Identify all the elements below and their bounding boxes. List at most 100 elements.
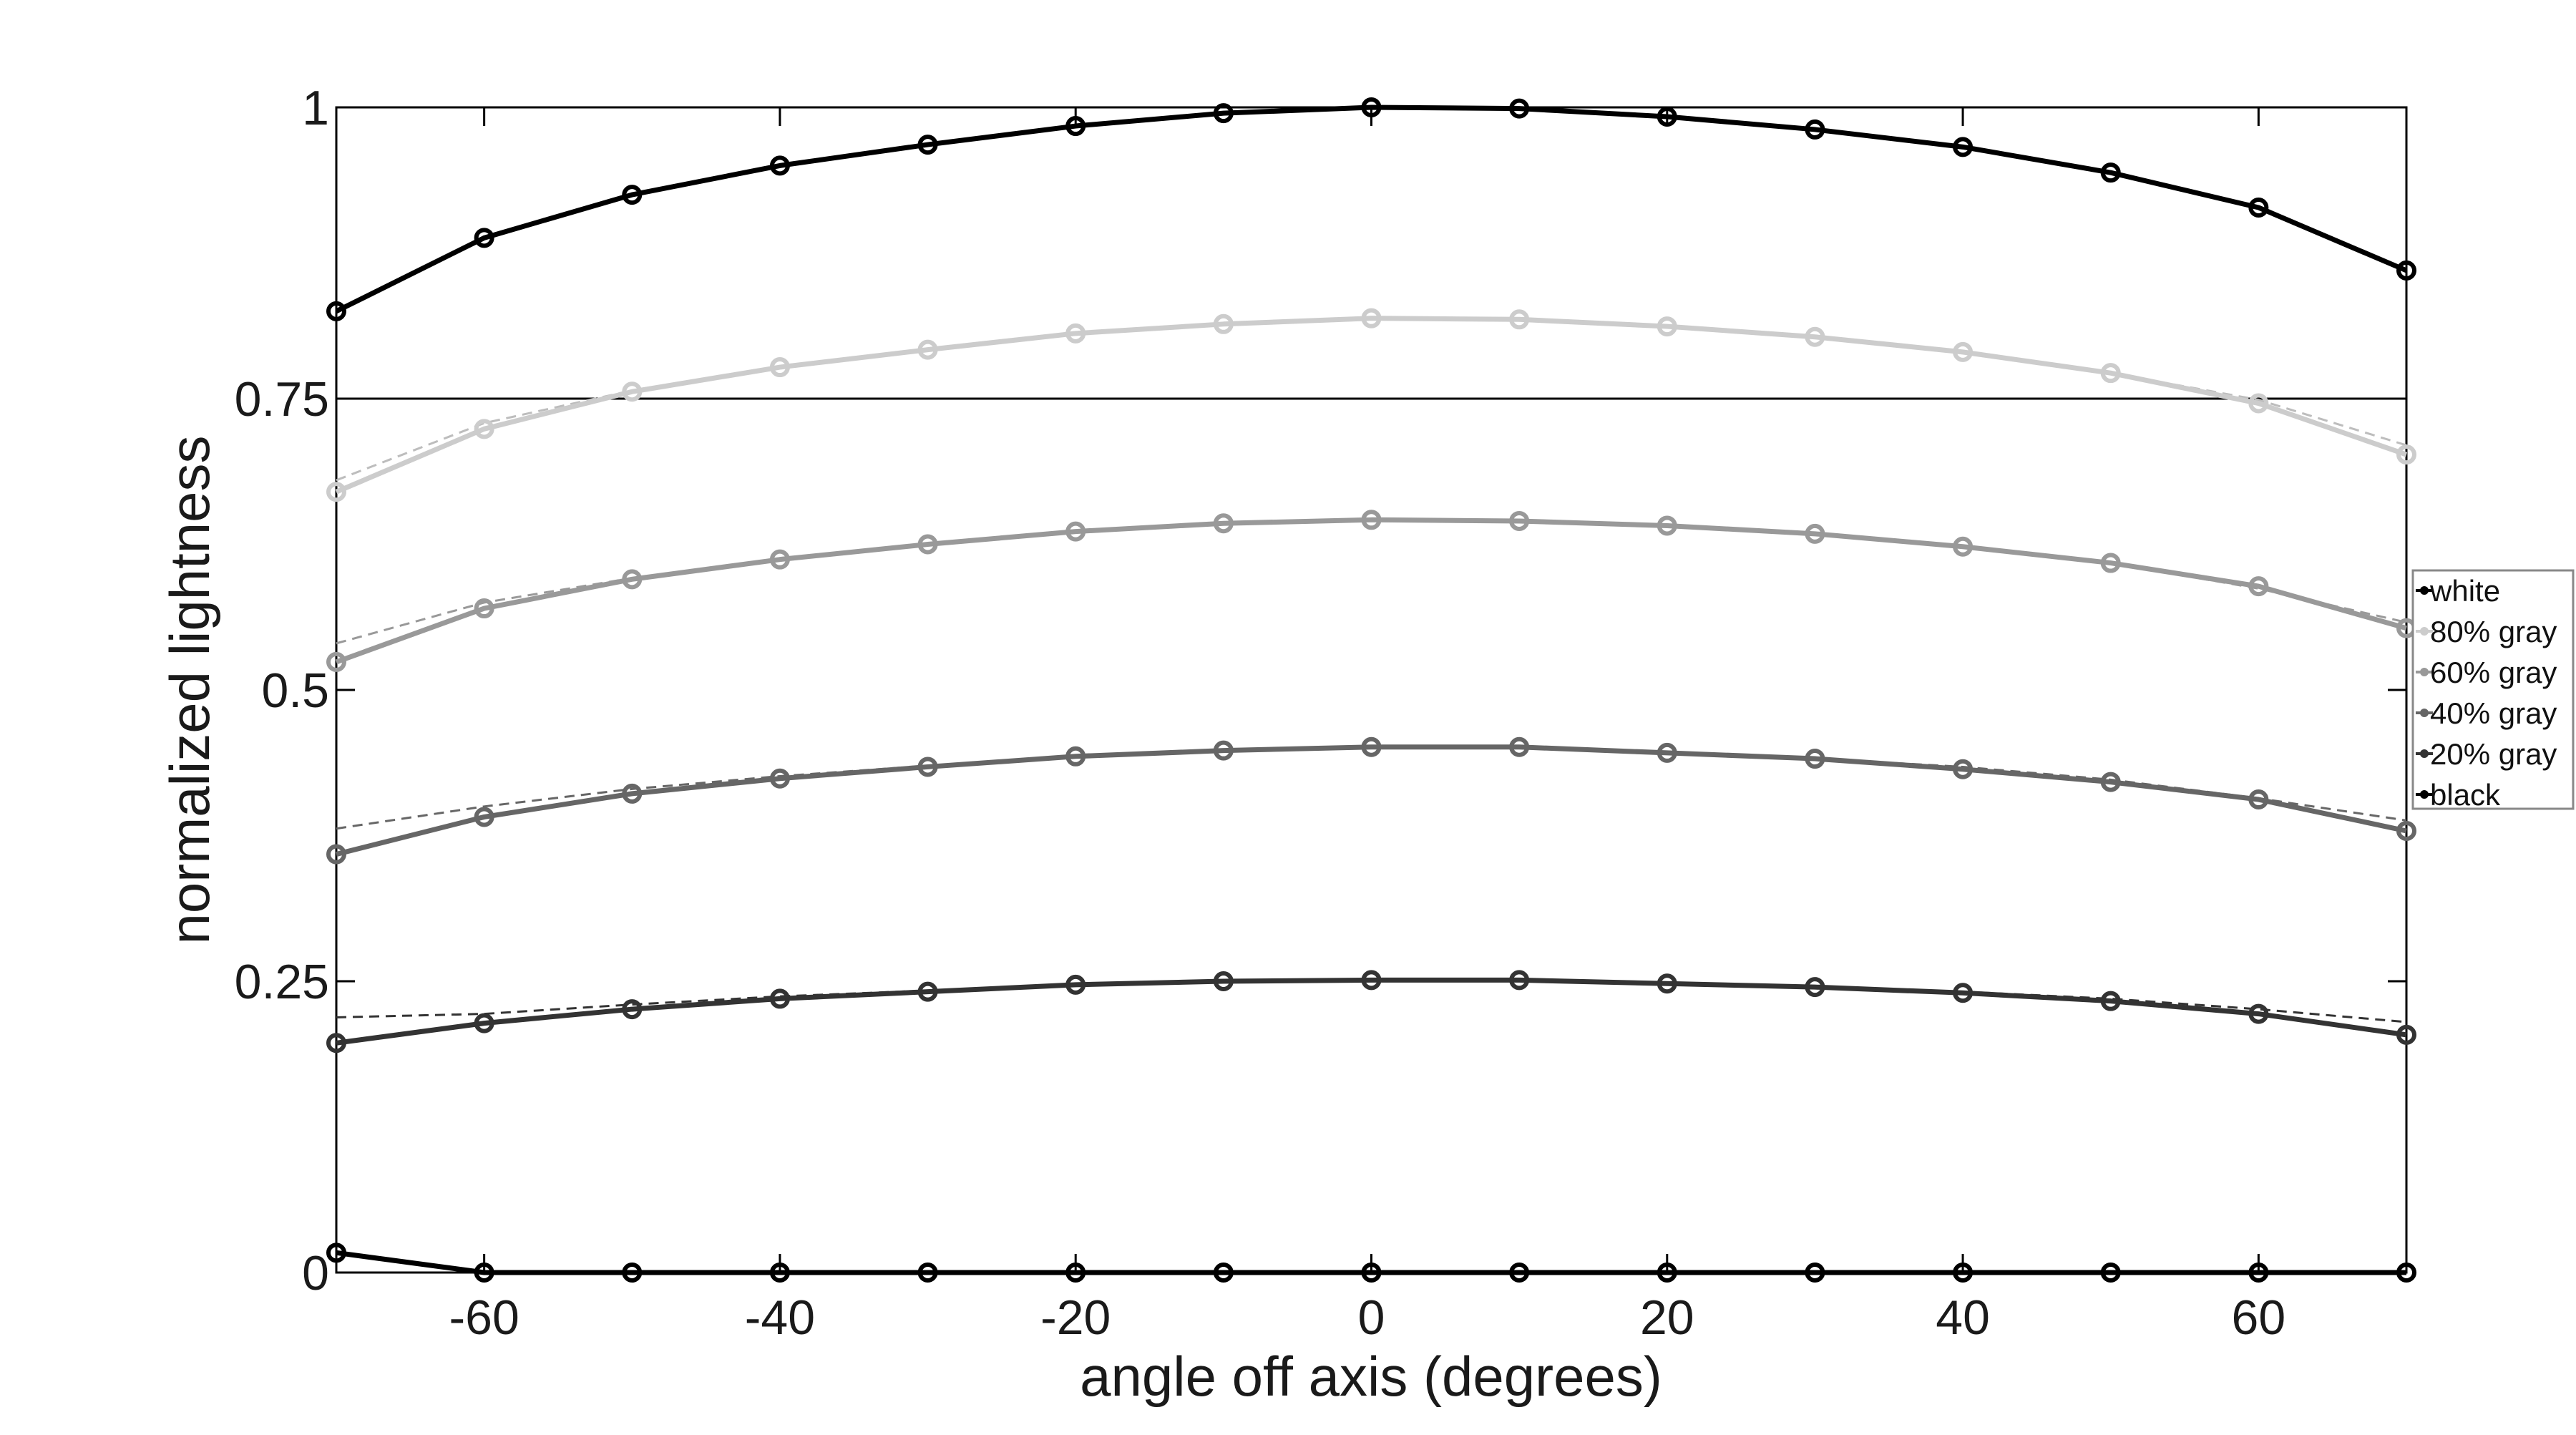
legend-marker-40pct-gray (2420, 709, 2429, 717)
data-point-20pct-gray (1657, 973, 1677, 994)
data-point-20pct-gray (326, 1033, 346, 1054)
data-point-40pct-gray (1805, 749, 1825, 769)
data-point-20pct-gray (1065, 974, 1086, 995)
x-tick-label: 60 (2232, 1290, 2286, 1345)
data-point-white (2248, 198, 2269, 218)
data-point-80pct-gray (769, 357, 790, 378)
y-tick-label: 0.25 (235, 955, 329, 1009)
legend-label-white: white (2429, 574, 2500, 608)
data-point-60pct-gray (1213, 513, 1234, 534)
data-point-20pct-gray (2100, 991, 2121, 1011)
x-tick-label: -60 (449, 1290, 519, 1345)
data-point-20pct-gray (474, 1013, 494, 1033)
data-point-40pct-gray (622, 783, 643, 804)
x-tick-label: -40 (745, 1290, 815, 1345)
data-point-black (1805, 1263, 1825, 1283)
data-point-40pct-gray (2396, 820, 2416, 841)
data-point-80pct-gray (1953, 341, 1974, 362)
axes-group: -60 -40 -20 0 20 40 60 0 0.25 0.5 0.75 1 (235, 81, 2406, 1345)
legend-box (2411, 569, 2575, 810)
data-point-60pct-gray (1657, 515, 1677, 536)
data-point-40pct-gray (769, 768, 790, 789)
data-point-20pct-gray (769, 988, 790, 1009)
data-point-40pct-gray (1065, 746, 1086, 767)
y-tick-label: 1 (302, 81, 329, 135)
legend-marker-black (2420, 790, 2429, 799)
legend-label-black: black (2430, 778, 2501, 812)
data-point-white (2396, 260, 2416, 281)
data-point-20pct-gray (917, 981, 938, 1002)
data-point-80pct-gray (474, 419, 494, 439)
data-point-white (474, 228, 494, 248)
x-tick-label: 40 (1936, 1290, 1990, 1345)
data-point-80pct-gray (2248, 393, 2269, 414)
data-point-60pct-gray (769, 549, 790, 570)
data-point-40pct-gray (1361, 736, 1382, 757)
data-point-60pct-gray (2248, 576, 2269, 597)
data-point-20pct-gray (1805, 977, 1825, 998)
legend-marker-20pct-gray (2420, 749, 2429, 758)
data-point-80pct-gray (1509, 309, 1530, 330)
data-point-80pct-gray (326, 482, 346, 502)
data-point-20pct-gray (1213, 971, 1234, 991)
legend-label-40pct-gray: 40% gray (2430, 696, 2557, 730)
legend-marker-80pct-gray (2420, 627, 2429, 636)
data-point-40pct-gray (326, 844, 346, 865)
legend-marker-60pct-gray (2420, 668, 2429, 676)
data-point-80pct-gray (917, 339, 938, 360)
data-point-40pct-gray (2100, 772, 2121, 792)
data-point-20pct-gray (1509, 970, 1530, 991)
series-group (326, 97, 2416, 1283)
data-point-white (2100, 162, 2121, 183)
data-point-60pct-gray (1361, 510, 1382, 530)
data-point-white (769, 155, 790, 176)
data-point-20pct-gray (1361, 970, 1382, 991)
y-tick-label: 0.75 (235, 372, 329, 427)
data-point-80pct-gray (2100, 363, 2121, 384)
data-point-black (622, 1263, 643, 1283)
data-point-60pct-gray (1953, 536, 1974, 557)
data-point-40pct-gray (2248, 789, 2269, 810)
data-point-white (917, 135, 938, 155)
data-point-80pct-gray (1213, 313, 1234, 334)
x-tick-label: 20 (1640, 1290, 1694, 1345)
series-line-60pct-gray (335, 517, 2407, 665)
data-point-black (2100, 1263, 2121, 1283)
y-tick-label: 0 (302, 1246, 329, 1300)
data-point-80pct-gray (1065, 323, 1086, 344)
data-point-white (1805, 119, 1825, 140)
data-point-white (1213, 103, 1234, 124)
data-point-60pct-gray (474, 598, 494, 619)
data-point-60pct-gray (917, 534, 938, 555)
data-point-black (326, 1242, 346, 1263)
data-point-60pct-gray (1509, 510, 1530, 531)
data-point-20pct-gray (622, 999, 643, 1020)
data-point-40pct-gray (1213, 740, 1234, 761)
data-point-60pct-gray (622, 569, 643, 590)
data-point-20pct-gray (2396, 1024, 2416, 1045)
plot-area (335, 106, 2408, 1274)
data-point-white (326, 301, 346, 321)
data-point-white (622, 185, 643, 205)
series-line-80pct-gray (335, 316, 2408, 495)
x-axis-title: angle off axis (degrees) (1080, 1345, 1662, 1408)
data-point-80pct-gray (1805, 326, 1825, 347)
data-point-80pct-gray (2396, 444, 2416, 465)
data-point-80pct-gray (1361, 308, 1382, 329)
data-point-80pct-gray (622, 381, 643, 402)
series-line-40pct-gray (336, 744, 2407, 857)
data-point-60pct-gray (2100, 553, 2121, 573)
data-point-40pct-gray (1509, 736, 1530, 757)
y-tick-label: 0.5 (261, 663, 329, 718)
data-point-80pct-gray (1657, 316, 1677, 337)
data-point-black (1213, 1263, 1234, 1283)
data-point-20pct-gray (2248, 1003, 2269, 1024)
data-point-20pct-gray (1953, 983, 1974, 1003)
data-point-60pct-gray (1065, 521, 1086, 542)
legend-label-60pct-gray: 60% gray (2430, 656, 2557, 689)
data-point-60pct-gray (326, 651, 346, 672)
legend-group: white 80% gray 60% gray 40% gray 20% gray bla… (2411, 569, 2575, 812)
data-point-black (917, 1263, 938, 1283)
